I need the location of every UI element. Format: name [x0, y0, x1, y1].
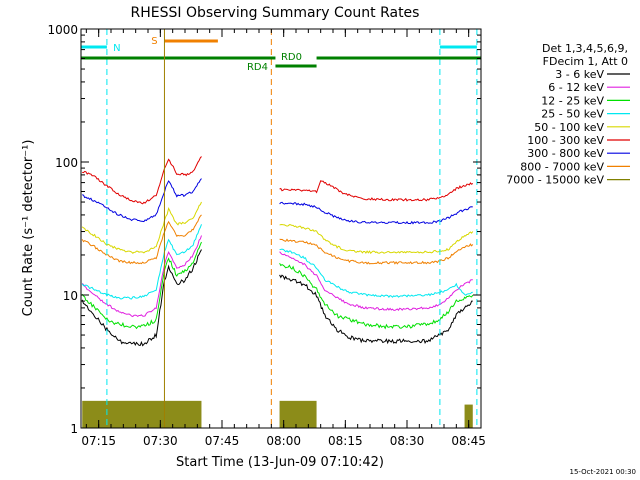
series-3-6-keV-line — [81, 249, 473, 347]
series-segment — [279, 262, 474, 330]
legend: Det 1,3,4,5,6,9, FDecim 1, Att 0 3 - 6 k… — [506, 42, 630, 187]
series-segment — [279, 274, 473, 345]
x-axis: 07:15 07:30 07:45 08:00 08:15 08:30 08:45 — [81, 29, 486, 448]
series-segment — [279, 238, 474, 265]
legend-label: 25 - 50 keV — [541, 108, 604, 121]
series-segment — [82, 156, 202, 205]
series-12-25-keV-line — [81, 241, 474, 330]
series-segment — [81, 241, 202, 330]
series-300-800-keV-line — [82, 178, 473, 225]
y-tick-label: 10 — [63, 289, 78, 303]
y-axis: 1 10 100 1000 — [47, 23, 481, 436]
legend-label: 300 - 800 keV — [527, 147, 604, 160]
state-markers: N S RD4 RD0 — [81, 29, 481, 428]
series-800-7000-keV-line — [81, 214, 474, 265]
series-segment — [279, 201, 473, 225]
x-tick-label: 07:45 — [205, 434, 240, 448]
marker-rd4-label: RD4 — [247, 62, 268, 73]
legend-header-2: FDecim 1, Att 0 — [543, 55, 628, 68]
plot-area: N S RD4 RD0 — [81, 29, 481, 428]
series-7000-15000-band — [279, 400, 317, 428]
x-axis-label: Start Time (13-Jun-09 07:10:42) — [176, 455, 384, 470]
legend-label: 6 - 12 keV — [548, 81, 604, 94]
x-tick-label: 08:30 — [390, 434, 425, 448]
series-segment — [279, 251, 473, 311]
series-segment — [279, 248, 473, 299]
legend-header-1: Det 1,3,4,5,6,9, — [542, 42, 628, 55]
legend-label: 100 - 300 keV — [527, 134, 604, 147]
plot-frame — [80, 28, 482, 429]
x-tick-label: 08:45 — [451, 434, 486, 448]
legend-label: 7000 - 15000 keV — [506, 174, 604, 187]
legend-label: 12 - 25 keV — [541, 94, 604, 107]
legend-label: 800 - 7000 keV — [520, 160, 604, 173]
series-segment — [81, 249, 202, 347]
series-100-300-keV-line — [82, 156, 474, 205]
series-segment — [82, 178, 202, 223]
chart-title: RHESSI Observing Summary Count Rates — [131, 5, 420, 21]
series-segment — [279, 180, 474, 202]
legend-label: 3 - 6 keV — [555, 68, 604, 81]
series-segment — [81, 214, 202, 265]
x-tick-label: 08:00 — [266, 434, 301, 448]
x-tick-label: 07:30 — [143, 434, 178, 448]
series-segment — [81, 235, 202, 318]
y-tick-label: 100 — [55, 156, 78, 170]
y-tick-label: 1000 — [47, 23, 78, 37]
y-tick-label: 1 — [70, 422, 78, 436]
series-50-100-keV-line — [81, 201, 474, 255]
x-tick-label: 07:15 — [81, 434, 116, 448]
series-7000-15000-band — [82, 400, 202, 428]
marker-n-label: N — [113, 43, 120, 54]
marker-rd0-label: RD0 — [281, 52, 302, 63]
series-segment — [81, 201, 202, 254]
series-6-12-keV-line — [81, 235, 473, 318]
series-segment — [81, 224, 202, 300]
x-tick-label: 08:15 — [328, 434, 363, 448]
y-axis-label: Count Rate (s⁻¹ detector⁻¹) — [21, 140, 36, 317]
legend-label: 50 - 100 keV — [534, 121, 604, 134]
marker-s-label: S — [151, 36, 157, 47]
series-segment — [279, 223, 474, 255]
footer-timestamp: 15-Oct-2021 00:30 — [570, 468, 636, 476]
series-7000-15000-keV-line — [82, 400, 473, 428]
series-25-50-keV-line — [81, 224, 473, 300]
series-7000-15000-band — [464, 404, 473, 428]
